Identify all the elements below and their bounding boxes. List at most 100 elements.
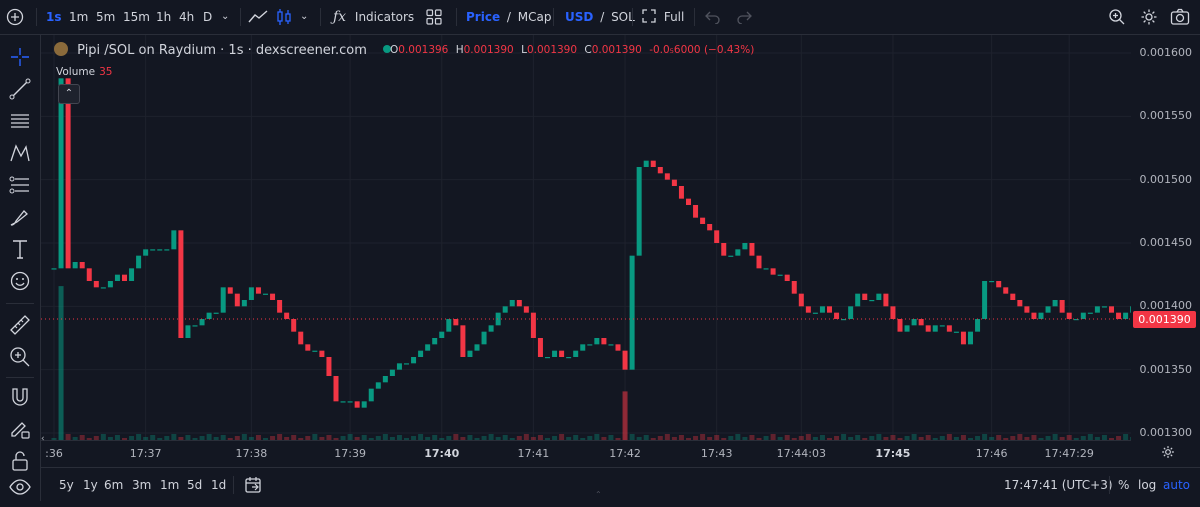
ruler-icon[interactable] <box>8 313 32 337</box>
price-axis[interactable]: 0.001600 0.001550 0.001500 0.001450 0.001400… <box>1131 35 1200 440</box>
interval-5m[interactable]: 5m <box>96 10 116 24</box>
range-5y[interactable]: 5y <box>59 478 74 492</box>
interval-15m[interactable]: 15m <box>123 10 150 24</box>
usd-option[interactable]: USD <box>565 10 594 24</box>
text-icon[interactable] <box>8 237 32 261</box>
tools-divider <box>6 303 34 304</box>
interval-1s[interactable]: 1s <box>46 10 62 24</box>
open-key: O <box>390 44 399 56</box>
candle <box>382 376 388 383</box>
volume-bar <box>488 434 494 440</box>
go-to-date-calendar-icon[interactable] <box>244 468 262 502</box>
interval-4h[interactable]: 4h <box>179 10 195 24</box>
sol-option[interactable]: SOL <box>611 10 635 24</box>
candle <box>890 306 896 319</box>
redo-icon[interactable] <box>736 0 752 34</box>
candle <box>855 293 861 307</box>
volume-bar <box>1066 435 1072 440</box>
volume-bar <box>213 437 219 440</box>
range-1m[interactable]: 1m <box>160 478 180 492</box>
interval-1m[interactable]: 1m <box>69 10 89 24</box>
low-key: L <box>521 44 527 56</box>
magnet-icon[interactable] <box>8 385 32 409</box>
volume-bar <box>545 438 550 440</box>
currency-toggle[interactable]: USD / SOL <box>565 0 635 34</box>
price-option[interactable]: Price <box>466 10 501 24</box>
candle <box>122 274 127 281</box>
search-zoom-icon[interactable] <box>1108 0 1126 34</box>
candle <box>100 287 106 289</box>
time-axis-settings-gear-icon[interactable] <box>1161 444 1175 463</box>
zoom-in-icon[interactable] <box>8 345 32 369</box>
mcap-option[interactable]: MCap <box>517 10 552 24</box>
collapse-chevron-icon[interactable]: ⌃ <box>58 84 80 104</box>
volume-bar <box>686 438 691 440</box>
interval-d[interactable]: D <box>203 10 213 24</box>
emoji-icon[interactable] <box>8 269 32 293</box>
add-symbol-button[interactable] <box>6 0 24 34</box>
toolbar-divider <box>36 8 37 26</box>
pencil-lock-icon[interactable] <box>8 417 32 441</box>
interval-1h[interactable]: 1h <box>156 10 172 24</box>
candle <box>819 306 825 313</box>
volume-bar <box>79 435 85 440</box>
time-axis[interactable]: :36 17:37 17:38 17:39 17:40 17:41 17:42 17:43 17… <box>41 440 1131 467</box>
chart-type-chevron-icon[interactable]: ⌄ <box>300 11 309 22</box>
fullscreen-button[interactable]: Full <box>642 0 684 34</box>
lock-icon[interactable] <box>8 449 32 473</box>
price-tick-label: 0.001600 <box>1139 46 1193 59</box>
auto-toggle[interactable]: auto <box>1163 478 1191 492</box>
pattern-icon[interactable] <box>8 141 32 165</box>
layout-grid-icon[interactable] <box>426 0 442 34</box>
undo-icon[interactable] <box>705 0 721 34</box>
indicators-button[interactable]: ƒx Indicators <box>333 0 414 34</box>
candle <box>51 268 57 270</box>
range-3m[interactable]: 3m <box>132 478 152 492</box>
candle <box>728 255 734 257</box>
clock-timezone[interactable]: 17:47:41 (UTC+3) <box>1004 478 1113 492</box>
horizontal-lines-icon[interactable] <box>8 109 32 133</box>
candle <box>784 274 790 281</box>
range-6m[interactable]: 6m <box>104 478 124 492</box>
volume-bar <box>805 434 811 440</box>
candle <box>481 331 487 345</box>
scroll-left-chevron-icon[interactable]: ‹ <box>41 434 45 444</box>
volume-bar <box>523 434 529 440</box>
brush-icon[interactable] <box>8 205 32 229</box>
expand-panel-chevron-icon[interactable]: ⌃ <box>595 490 602 499</box>
range-1d[interactable]: 1d <box>211 478 227 492</box>
volume-bar <box>552 436 558 440</box>
fib-icon[interactable] <box>8 173 32 197</box>
settings-gear-icon[interactable] <box>1140 0 1158 34</box>
candle <box>636 167 642 256</box>
camera-icon[interactable] <box>1170 0 1190 34</box>
price-tick-label: 0.001550 <box>1139 109 1193 123</box>
candle <box>418 350 424 357</box>
candle <box>474 344 480 351</box>
price-chart[interactable] <box>41 35 1131 440</box>
trend-line-icon[interactable] <box>8 77 32 101</box>
log-toggle[interactable]: log <box>1138 478 1157 492</box>
eye-icon[interactable] <box>8 475 32 499</box>
candle <box>1109 306 1114 313</box>
price-mcap-toggle[interactable]: Price / MCap <box>466 0 551 34</box>
candle <box>171 230 177 250</box>
volume-legend: Volume 35 <box>56 66 112 78</box>
candle <box>989 281 995 283</box>
line-chart-icon[interactable] <box>248 0 268 34</box>
candle <box>1123 312 1129 319</box>
volume-bar <box>643 435 649 440</box>
interval-dropdown-chevron-icon[interactable]: ⌄ <box>221 11 230 22</box>
range-1y[interactable]: 1y <box>83 478 98 492</box>
volume-bar <box>58 286 64 440</box>
candle <box>1059 300 1065 313</box>
candle <box>996 281 1002 288</box>
candle <box>869 300 875 302</box>
percent-toggle[interactable]: % <box>1118 478 1130 492</box>
volume-bar <box>291 435 297 440</box>
crosshair-icon[interactable] <box>8 45 32 69</box>
range-5d[interactable]: 5d <box>187 478 203 492</box>
candles-icon[interactable] <box>276 0 292 34</box>
indicators-label: Indicators <box>354 10 415 24</box>
chart-legend: Pipi /SOL on Raydium · 1s · dexscreener.… <box>54 42 391 58</box>
